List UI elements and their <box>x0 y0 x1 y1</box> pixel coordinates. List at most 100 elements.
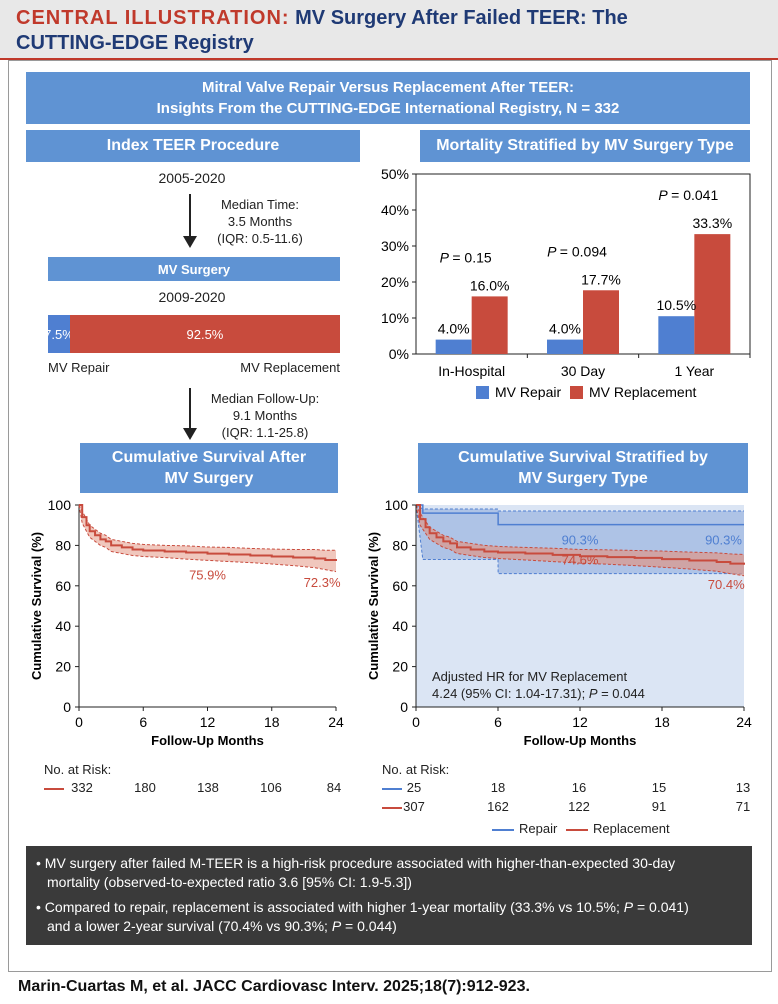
repair-label-12mo: 90.3% <box>562 533 599 548</box>
km-left-title-2: MV Surgery <box>164 470 254 487</box>
follow-up-line-1: Median Follow-Up: <box>210 391 320 406</box>
citation: Marin-Cuartas M, et al. JACC Cardiovasc … <box>18 978 530 995</box>
risk-cell: 15 <box>651 780 667 795</box>
kp2-p-symbol-2: P <box>331 918 342 934</box>
replacement-ci-lower <box>415 504 745 577</box>
km-legend: Repair Replacement <box>492 821 732 839</box>
km-left-header: Cumulative Survival After MV Surgery <box>80 443 338 493</box>
key-point-2-line-1: • Compared to repair, replacement is ass… <box>36 899 689 915</box>
x-tick-label: 24 <box>328 714 344 730</box>
replacement-survival-curve <box>416 504 745 565</box>
legend-repair-swatch <box>492 829 514 831</box>
hr-p-value: = 0.044 <box>597 686 645 701</box>
legend-repair-label: MV Repair <box>495 384 561 400</box>
risk-title-left: No. at Risk: <box>44 762 112 777</box>
illustration-title: CENTRAL ILLUSTRATION: MV Surgery After F… <box>16 6 716 56</box>
x-tick-label: 18 <box>264 714 280 730</box>
key-points-box: • MV surgery after failed M-TEER is a hi… <box>26 846 752 945</box>
median-time-line-2: 3.5 Months <box>227 214 293 229</box>
illustration-frame <box>8 60 772 972</box>
repair-value-label: 10.5% <box>656 297 696 313</box>
arrow-down-icon <box>183 194 197 248</box>
repair-bar <box>658 316 695 354</box>
y-tick-label: 40 <box>55 618 71 634</box>
risk-cell: 71 <box>735 799 751 814</box>
title-text: MV Surgery After Failed TEER: The CUTTIN… <box>16 7 628 54</box>
replacement-value-label: 33.3% <box>692 215 732 231</box>
key-point-1-line-1: • MV surgery after failed M-TEER is a hi… <box>36 855 676 871</box>
repair-bar <box>435 339 472 354</box>
hr-ci: 4.24 (95% CI: 1.04-17.31); <box>432 686 589 701</box>
repair-bar <box>547 339 583 354</box>
mortality-header: Mortality Stratified by MV Surgery Type <box>420 130 750 162</box>
repair-survival-curve <box>416 504 744 526</box>
x-tick-label: 0 <box>75 714 83 730</box>
hr-p-symbol: P <box>588 686 598 701</box>
y-axis-label: Cumulative Survival (%) <box>29 532 44 680</box>
risk-cell: 138 <box>197 780 219 795</box>
km-survival-chart: 0 20 40 60 80 100 0 6 12 18 24 Follow-Up Months Cumu… <box>29 497 344 748</box>
y-tick-label: 30% <box>381 238 409 254</box>
y-tick-label: 50% <box>381 166 409 182</box>
legend-repl-swatch <box>566 829 588 831</box>
key-point-1: • MV surgery after failed M-TEER is a hi… <box>36 854 675 892</box>
banner-line-2: Insights From the CUTTING-EDGE Internati… <box>156 100 620 117</box>
replacement-bar <box>583 290 619 354</box>
risk-cell: 16 <box>571 780 587 795</box>
banner-line-1: Mitral Valve Repair Versus Replacement A… <box>201 79 575 96</box>
km-right-header: Cumulative Survival Stratified by MV Sur… <box>418 443 748 493</box>
survival-label-12mo: 75.9% <box>189 568 226 583</box>
kp2-p-symbol: P <box>623 899 634 915</box>
replacement-bar <box>471 296 508 354</box>
replacement-ci-upper <box>415 504 745 555</box>
risk-cell: 162 <box>487 799 509 814</box>
y-tick-label: 60 <box>392 578 408 594</box>
p-value-label: P = 0.15 <box>440 249 492 265</box>
y-tick-label: 80 <box>392 537 408 553</box>
y-tick-label: 100 <box>48 497 72 513</box>
replacement-label-12mo: 74.6% <box>562 552 599 567</box>
kp2-text-b: = 0.041) <box>633 899 689 915</box>
y-axis-label: Cumulative Survival (%) <box>366 532 381 680</box>
y-tick-label: 60 <box>55 578 71 594</box>
risk-line-swatch <box>382 807 402 809</box>
x-tick-label: 12 <box>200 714 216 730</box>
hr-line-1: Adjusted HR for MV Replacement <box>432 669 628 684</box>
risk-cell: 84 <box>326 780 342 795</box>
x-tick-label: 12 <box>572 714 588 730</box>
x-category-label: 1 Year <box>674 363 714 379</box>
x-category-label: In-Hospital <box>438 363 505 379</box>
y-tick-label: 40 <box>392 618 408 634</box>
teer-years: 2005-2020 <box>158 170 226 186</box>
replacement-percent: 92.5% <box>186 326 224 342</box>
km-right-title-1: Cumulative Survival Stratified by <box>458 449 708 466</box>
x-axis-label: Follow-Up Months <box>151 733 264 748</box>
median-time-line-3: (IQR: 0.5-11.6) <box>217 231 303 246</box>
x-axis-label: Follow-Up Months <box>524 733 637 748</box>
x-tick-label: 0 <box>412 714 420 730</box>
risk-row-repair: 25 18 16 15 13 <box>382 780 762 798</box>
km-stratified-chart: 0 20 40 60 80 100 0 6 12 18 24 Follow-Up Months Cumu… <box>366 497 752 748</box>
risk-line-swatch <box>382 788 402 790</box>
risk-cell: 18 <box>490 780 506 795</box>
mv-surgery-bar: MV Surgery <box>48 257 340 281</box>
risk-cell: 25 <box>406 780 422 795</box>
kp2-text-d: = 0.044) <box>341 918 397 934</box>
risk-cell: 91 <box>651 799 667 814</box>
proportion-bar: 7.5% 92.5% <box>44 315 340 353</box>
km-right-title-2: MV Surgery Type <box>518 470 648 487</box>
x-tick-label: 6 <box>494 714 502 730</box>
y-tick-label: 0% <box>389 346 409 362</box>
kp2-text-a: Compared to repair, replacement is assoc… <box>44 899 624 915</box>
x-tick-label: 24 <box>736 714 752 730</box>
central-illustration-label: CENTRAL ILLUSTRATION: <box>16 7 290 29</box>
survival-label-24mo: 72.3% <box>304 575 341 590</box>
repair-segment: 7.5% <box>44 315 74 353</box>
index-teer-header: Index TEER Procedure <box>26 130 360 162</box>
ci-lower-line <box>78 504 337 573</box>
follow-up-line-2: 9.1 Months <box>232 408 298 423</box>
risk-line-swatch <box>44 788 64 790</box>
replacement-bar <box>694 234 731 354</box>
replacement-label: MV Replacement <box>240 360 340 375</box>
kp2-text-c: and a lower 2-year survival (70.4% vs 90… <box>47 918 332 934</box>
